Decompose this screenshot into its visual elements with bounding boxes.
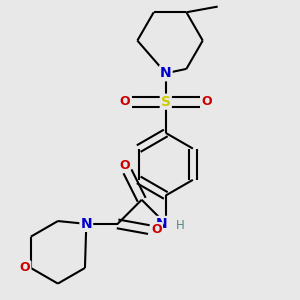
Text: O: O (152, 223, 162, 236)
Text: N: N (156, 217, 168, 231)
Text: O: O (202, 95, 212, 108)
Text: N: N (160, 66, 172, 80)
Text: S: S (161, 95, 171, 109)
Text: H: H (176, 219, 184, 232)
Text: O: O (119, 95, 130, 108)
Text: O: O (20, 261, 30, 274)
Text: N: N (80, 217, 92, 231)
Text: O: O (119, 158, 130, 172)
